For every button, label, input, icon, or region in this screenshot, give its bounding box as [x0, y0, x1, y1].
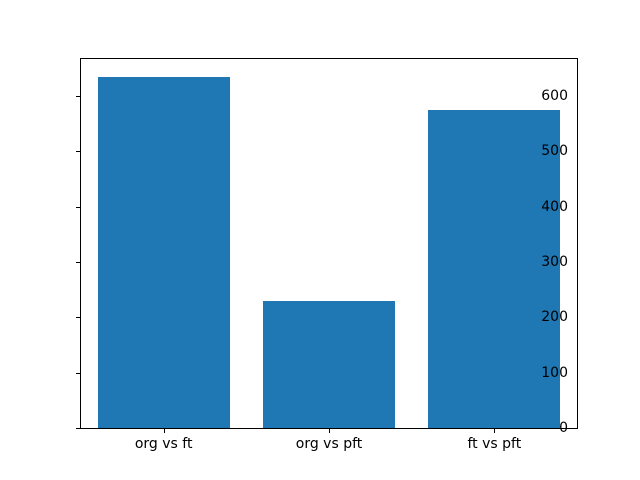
x-tick-label-ft-vs-pft: ft vs pft	[467, 436, 522, 452]
y-tick-mark	[76, 317, 80, 319]
y-tick-mark	[76, 151, 80, 153]
plot-area: 0 100 200 300 400 500 600 org vs ft org vs pft f…	[76, 58, 578, 451]
y-tick-mark	[76, 206, 80, 208]
y-tick-label: 600	[541, 88, 568, 105]
x-tick-mark	[329, 429, 330, 433]
bar-org-vs-pft	[262, 300, 396, 428]
x-tick-label-org-vs-ft: org vs ft	[134, 436, 193, 452]
y-tick-mark	[76, 262, 80, 264]
y-tick-label: 400	[541, 198, 568, 215]
bar-org-vs-ft	[97, 76, 230, 428]
x-tick-label-org-vs-pft: org vs pft	[295, 436, 363, 452]
y-tick-label: 100	[541, 364, 568, 381]
y-tick-mark	[76, 372, 80, 374]
y-tick-label: 0	[559, 420, 568, 436]
y-tick-label: 200	[541, 309, 568, 326]
y-tick-mark	[76, 428, 80, 429]
x-tick-mark	[163, 429, 165, 433]
y-tick-label: 300	[541, 254, 568, 271]
y-tick-label: 500	[541, 143, 568, 160]
x-tick-mark	[494, 429, 496, 433]
y-tick-mark	[76, 96, 80, 98]
bar-ft-vs-pft	[428, 109, 561, 428]
